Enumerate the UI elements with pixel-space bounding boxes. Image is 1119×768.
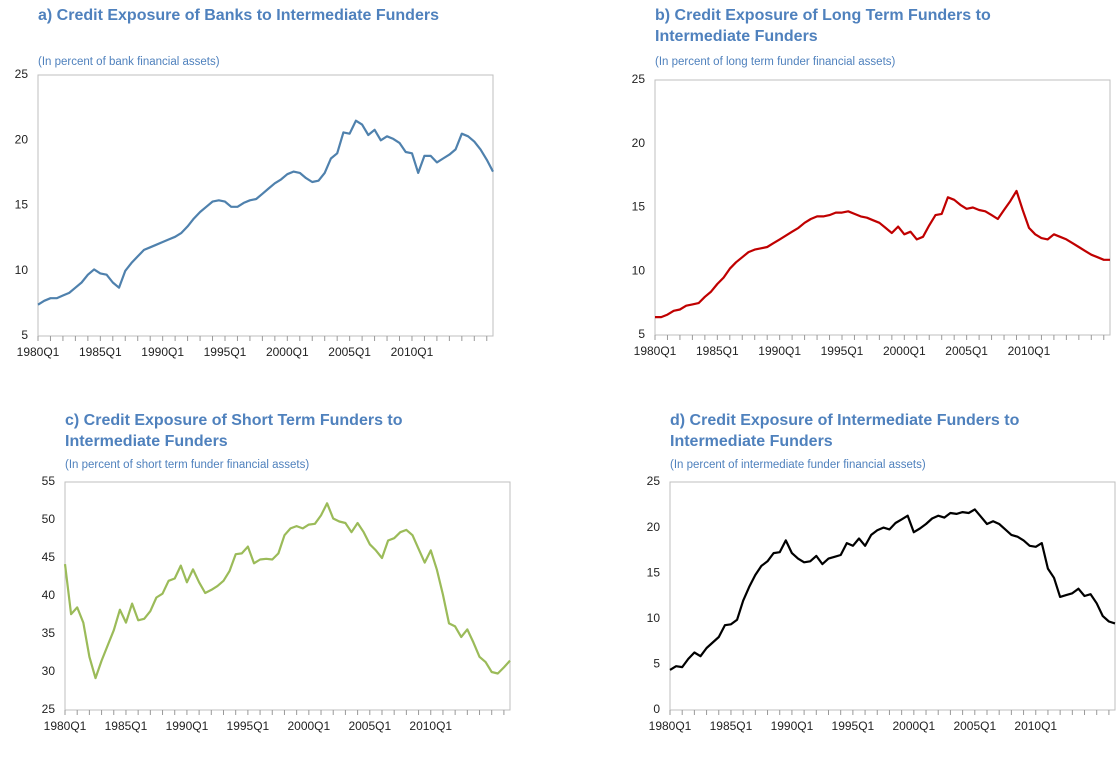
y-tick-label: 25 xyxy=(632,72,646,86)
x-tick-label: 1980Q1 xyxy=(44,719,87,733)
x-tick-label: 1985Q1 xyxy=(710,719,753,733)
x-tick-label: 2005Q1 xyxy=(953,719,996,733)
x-tick-label: 1995Q1 xyxy=(227,719,270,733)
x-tick-label: 1995Q1 xyxy=(204,345,247,359)
plot-frame xyxy=(669,481,1116,711)
x-tick-label: 2005Q1 xyxy=(348,719,391,733)
data-line xyxy=(63,502,511,680)
y-tick-label: 25 xyxy=(15,67,29,81)
x-tick-label: 2010Q1 xyxy=(391,345,434,359)
x-tick-label: 1985Q1 xyxy=(105,719,148,733)
x-tick-label: 2005Q1 xyxy=(328,345,371,359)
plot-frame xyxy=(64,481,511,711)
y-tick-label: 10 xyxy=(647,611,661,625)
x-tick-label: 1985Q1 xyxy=(696,344,739,358)
y-tick-label: 15 xyxy=(647,565,661,579)
chart-title: b) Credit Exposure of Long Term Funders … xyxy=(655,7,991,45)
x-tick-label: 1995Q1 xyxy=(832,719,875,733)
x-tick-label: 1990Q1 xyxy=(771,719,814,733)
data-line xyxy=(669,508,1116,671)
y-tick-label: 5 xyxy=(653,657,660,671)
y-tick-label: 50 xyxy=(42,512,56,526)
x-tick-label: 2000Q1 xyxy=(892,719,935,733)
x-tick-label: 1995Q1 xyxy=(821,344,864,358)
y-tick-label: 15 xyxy=(632,200,646,214)
plot-frame xyxy=(654,79,1111,336)
data-line xyxy=(655,189,1110,319)
y-tick-label: 35 xyxy=(42,626,56,640)
x-tick-label: 2010Q1 xyxy=(409,719,452,733)
y-tick-label: 10 xyxy=(632,263,646,277)
y-tick-label: 45 xyxy=(42,550,56,564)
chart-title: d) Credit Exposure of Intermediate Funde… xyxy=(670,412,1020,450)
x-tick-label: 1990Q1 xyxy=(758,344,801,358)
x-tick-label: 1985Q1 xyxy=(79,345,122,359)
x-tick-label: 1990Q1 xyxy=(141,345,184,359)
y-tick-label: 0 xyxy=(653,702,660,716)
x-tick-label: 2000Q1 xyxy=(883,344,926,358)
y-tick-label: 10 xyxy=(15,263,29,277)
y-tick-label: 25 xyxy=(647,474,661,488)
data-line xyxy=(37,119,494,306)
x-tick-label: 2010Q1 xyxy=(1014,719,1057,733)
y-tick-label: 5 xyxy=(21,328,28,342)
x-tick-label: 2005Q1 xyxy=(945,344,988,358)
x-tick-label: 1980Q1 xyxy=(634,344,677,358)
chart-subtitle: (In percent of short term funder financi… xyxy=(65,459,310,471)
y-tick-label: 20 xyxy=(647,520,661,534)
x-tick-label: 1980Q1 xyxy=(649,719,692,733)
y-tick-label: 20 xyxy=(632,136,646,150)
y-tick-label: 5 xyxy=(638,327,645,341)
x-tick-label: 2010Q1 xyxy=(1008,344,1051,358)
y-tick-label: 40 xyxy=(42,588,56,602)
y-tick-label: 55 xyxy=(42,474,56,488)
x-tick-label: 1990Q1 xyxy=(166,719,209,733)
chart-subtitle: (In percent of bank financial assets) xyxy=(38,56,220,68)
y-tick-label: 30 xyxy=(42,664,56,678)
chart-subtitle: (In percent of intermediate funder finan… xyxy=(670,459,926,471)
chart-title: a) Credit Exposure of Banks to Intermedi… xyxy=(38,7,439,24)
y-tick-label: 25 xyxy=(42,702,56,716)
y-tick-label: 20 xyxy=(15,132,29,146)
y-tick-label: 15 xyxy=(15,198,29,212)
chart-title: c) Credit Exposure of Short Term Funders… xyxy=(65,412,403,450)
x-tick-label: 2000Q1 xyxy=(287,719,330,733)
x-tick-label: 2000Q1 xyxy=(266,345,309,359)
plot-frame xyxy=(37,74,494,337)
x-tick-label: 1980Q1 xyxy=(17,345,60,359)
chart-subtitle: (In percent of long term funder financia… xyxy=(655,56,896,68)
